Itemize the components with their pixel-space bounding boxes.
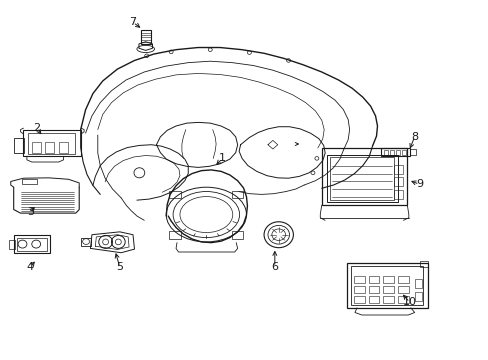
Bar [28,133,75,154]
Bar [397,276,408,283]
Bar [141,30,150,44]
Bar [14,235,50,253]
Bar [381,148,409,156]
Text: 4: 4 [27,262,34,272]
Bar [346,263,427,308]
Bar [169,231,181,239]
Bar [353,296,364,303]
Text: 8: 8 [410,132,417,142]
Bar [169,190,181,198]
Text: 9: 9 [415,179,422,189]
Bar [383,276,393,283]
Bar [9,240,15,249]
Bar [368,276,379,283]
Bar [384,150,387,155]
Bar [321,148,407,205]
Bar [32,142,41,153]
Bar [59,142,68,153]
Text: 2: 2 [33,123,40,133]
Bar [329,157,393,200]
Bar [395,150,399,155]
Bar [397,286,408,293]
Bar [414,292,421,301]
Bar [368,296,379,303]
Bar [22,179,37,184]
Bar [393,190,402,199]
Bar [14,138,24,153]
Bar [397,296,408,303]
Text: 10: 10 [402,297,416,307]
Text: 1: 1 [219,153,225,163]
Text: 7: 7 [129,17,136,27]
Bar [383,286,393,293]
Bar [419,261,427,267]
Text: 6: 6 [271,262,278,272]
Bar [401,150,405,155]
Text: 3: 3 [27,207,34,217]
Bar [350,266,423,305]
Bar [23,130,81,156]
Bar [383,296,393,303]
Bar [409,149,415,155]
Bar [353,276,364,283]
Bar [231,190,243,198]
Bar [17,238,47,251]
Bar [368,286,379,293]
Bar [393,177,402,186]
Bar [414,279,421,288]
Bar [81,238,91,246]
Bar [326,155,397,202]
Bar [389,150,393,155]
Bar [231,231,243,239]
Bar [393,165,402,174]
Bar [353,286,364,293]
Text: 5: 5 [116,262,123,272]
Bar [45,142,54,153]
